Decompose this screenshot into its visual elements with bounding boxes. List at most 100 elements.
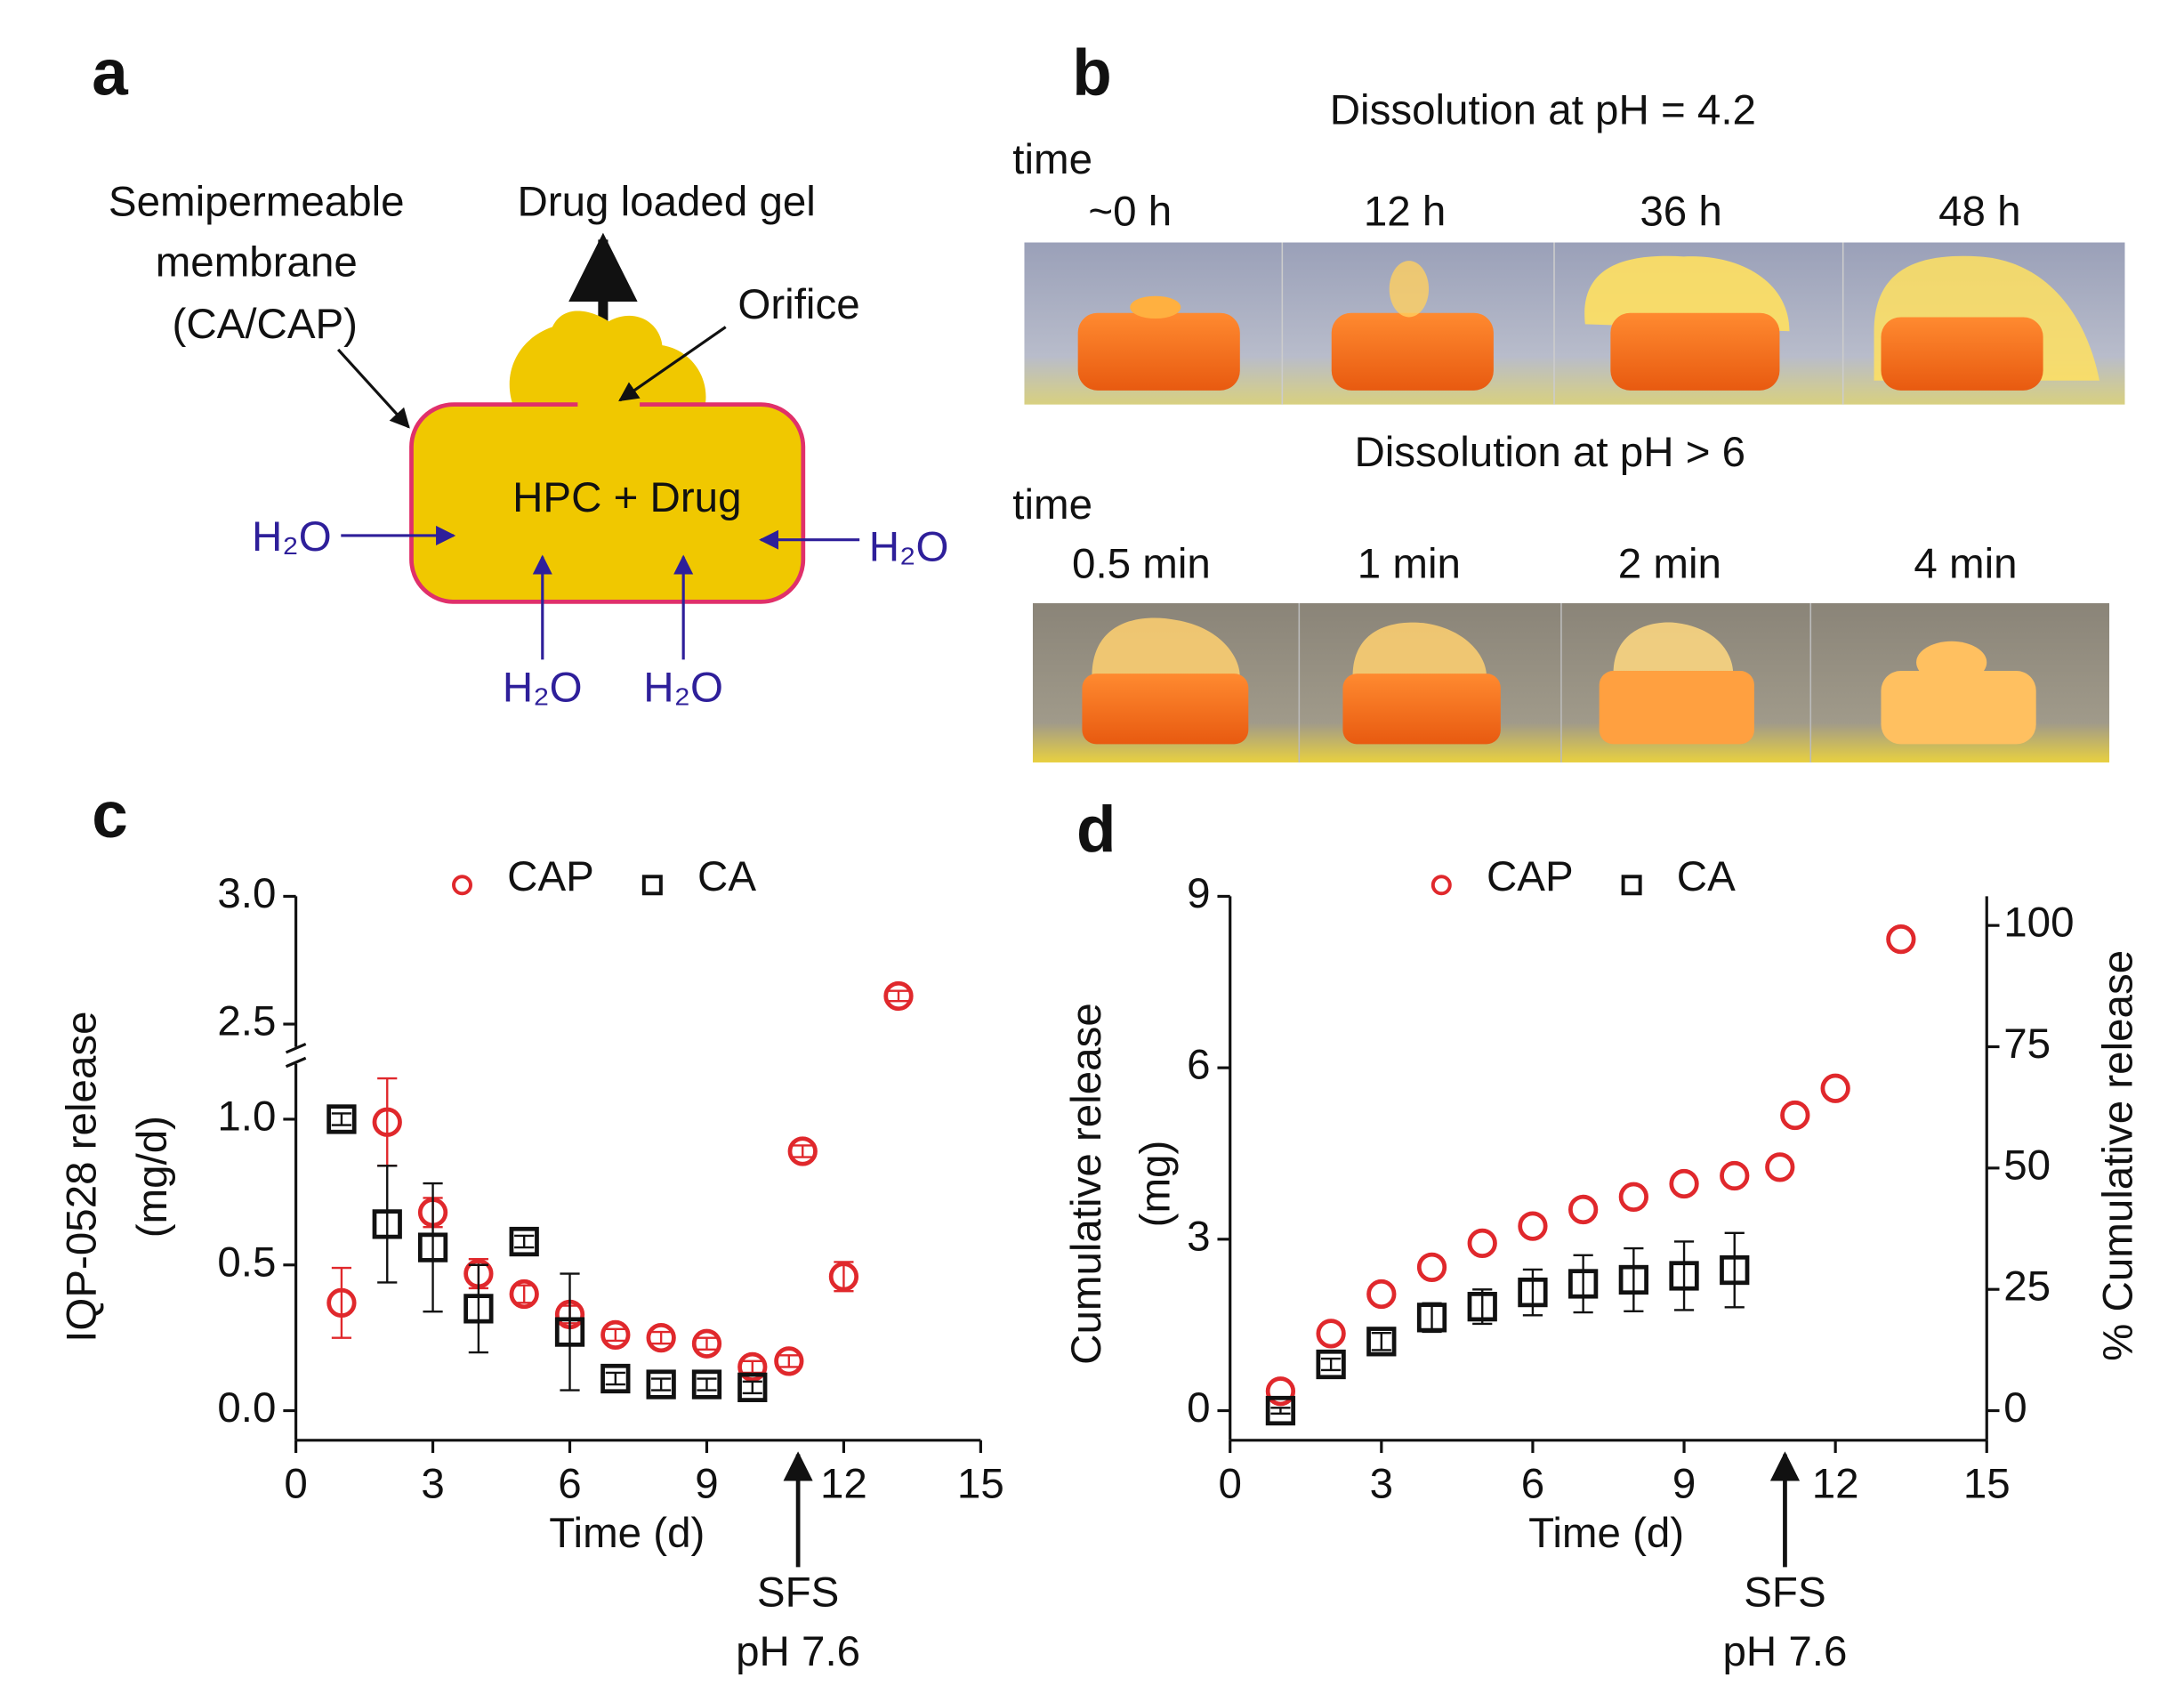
y2-tick-label: 25 [2003,1263,2051,1311]
y2-tick-label: 50 [2003,1141,2051,1189]
y2-axis-label: % Cumulative release [2094,950,2141,1361]
error-bar [1624,1246,1644,1312]
data-point [737,1351,768,1383]
panel-b: b Dissolution at pH = 4.2 time ~0 h 12 h… [1012,36,2125,762]
data-point [1720,1254,1750,1286]
error-bar [605,1327,625,1343]
x-tick-label: 12 [820,1461,867,1508]
data-point [509,1226,539,1257]
data-point [1316,1349,1346,1380]
legend-marker [641,875,663,896]
error-bar [605,1371,625,1386]
data-point [1720,1160,1750,1191]
x-tick-label: 0 [284,1461,307,1508]
data-point [1416,1303,1447,1333]
data-point [1416,1252,1447,1282]
panel-letter: d [1076,794,1116,866]
error-bar [742,1380,762,1395]
annotation-text: SFS [757,1569,839,1617]
data-point [1568,1194,1599,1225]
y-tick-label: 3 [1187,1213,1210,1260]
error-bar [742,1359,762,1375]
time: 1 min [1358,540,1461,587]
x-tick-label: 3 [1370,1461,1393,1508]
x-tick-label: 12 [1812,1461,1859,1508]
data-point [1669,1261,1699,1291]
data-point [463,1294,494,1324]
x-axis-label: Time (d) [549,1510,705,1557]
data-point [1618,1182,1648,1212]
x-tick-label: 15 [957,1461,1004,1508]
y-tick-label: 6 [1187,1042,1210,1089]
legend-label: CAP [507,853,594,900]
time: 48 h [1938,188,2020,235]
data-point [1568,1269,1599,1299]
panel-letter: b [1072,36,1112,109]
error-bar [651,1377,672,1392]
x-tick-label: 6 [558,1461,581,1508]
data-point [646,1323,676,1353]
data-point [1467,1292,1497,1322]
x-tick-label: 0 [1219,1461,1242,1508]
annotation-text: SFS [1744,1569,1825,1617]
error-bar [423,1182,443,1313]
row-title: Dissolution at pH = 4.2 [1330,86,1756,133]
time: 4 min [1914,540,2017,587]
photo-strip [1024,242,2125,405]
core-label: HPC + Drug [512,474,741,521]
data-point [1780,1100,1810,1131]
axis-break [285,1042,307,1069]
data-point [600,1319,631,1351]
orifice-arrow [618,326,727,402]
data-point [1366,1327,1397,1357]
error-bar [331,1266,352,1339]
error-bar [1371,1332,1391,1351]
data-point [1265,1395,1296,1426]
water-label: H₂O [643,665,723,712]
error-bar [468,1263,488,1354]
y2-tick-label: 0 [2003,1384,2027,1432]
y-tick-label: 0.0 [217,1384,276,1432]
error-bar [331,1112,352,1126]
x-tick-label: 9 [695,1461,718,1508]
panel-letter: c [92,779,128,851]
data-point [1618,1264,1648,1295]
error-bar [651,1330,672,1345]
photo-strip [1032,602,2110,762]
error-bar [778,1354,799,1368]
y-axis-label: (mg) [1132,1141,1179,1228]
time: 2 min [1618,540,1721,587]
time: ~0 h [1088,188,1172,235]
y-tick-label: 0.5 [217,1238,276,1286]
y2-tick-label: 100 [2003,899,2074,947]
error-bar [793,1144,813,1158]
error-bar [514,1234,535,1249]
legend-label: CAP [1487,853,1574,900]
x-tick-label: 9 [1672,1461,1696,1508]
annotation-text: pH 7.6 [1722,1628,1847,1675]
error-bar [697,1336,717,1351]
data-point [1886,924,1916,955]
data-point [1518,1211,1548,1241]
water-label: H₂O [252,513,332,561]
membrane-label: Semipermeable [109,178,405,225]
chart: d 0 3 6 9 12 15 0 3 6 9 0 25 50 75 100 % Cumulative rele… [1063,794,2141,1675]
time-label: time [1012,481,1092,528]
y-tick-label: 3.0 [217,870,276,917]
row-title: Dissolution at pH > 6 [1354,429,1745,476]
data-point [417,1232,448,1262]
legend-marker [452,875,472,896]
orifice-label: Orifice [737,281,859,328]
data-point [1467,1228,1497,1258]
y-tick-label: 9 [1187,870,1210,917]
water-label: H₂O [503,665,583,712]
time: 36 h [1640,188,1721,235]
x-axis-label: Time (d) [1528,1510,1684,1557]
y2-tick-label: 75 [2003,1020,2051,1068]
error-bar [1673,1240,1695,1311]
data-point [1518,1277,1548,1308]
data-point [372,1107,402,1137]
panel-a: a Semipermeable membrane (CA/CAP) Drug l… [92,36,948,711]
legend-marker [1621,875,1642,896]
